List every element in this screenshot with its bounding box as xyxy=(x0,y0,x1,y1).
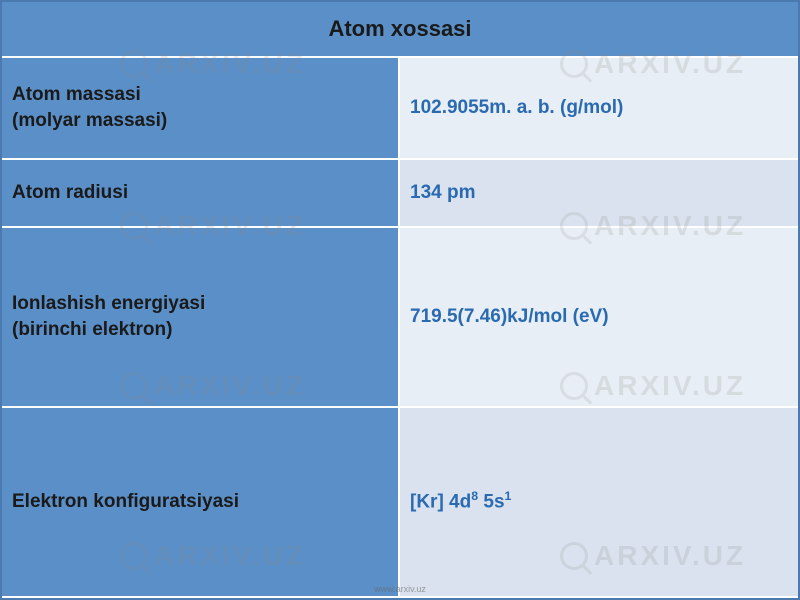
label-line: Elektron konfiguratsiyasi xyxy=(12,491,239,512)
cell-label-electron-config: Elektron konfiguratsiyasi xyxy=(2,408,400,596)
table-row: Elektron konfiguratsiyasi [Kr] 4d8 5s1 xyxy=(2,408,798,596)
footer-url: www.arxiv.uz xyxy=(374,584,426,594)
cell-label-atomic-radius: Atom radiusi xyxy=(2,160,400,226)
value-text: 102.9055m. a. b. (g/mol) xyxy=(410,96,623,121)
table-row: Atom massasi (molyar massasi) 102.9055m.… xyxy=(2,58,798,160)
cell-value-atomic-mass: 102.9055m. a. b. (g/mol) xyxy=(400,58,798,158)
label-line: (molyar massasi) xyxy=(12,110,167,131)
label-line: Atom massasi xyxy=(12,84,141,105)
value-text: [Kr] 4d8 5s1 xyxy=(410,488,511,515)
label-line: Ionlashish energiyasi xyxy=(12,293,205,314)
cell-label-ionization-energy: Ionlashish energiyasi (birinchi elektron… xyxy=(2,228,400,406)
table-header: Atom xossasi xyxy=(2,2,798,58)
label-line: Atom radiusi xyxy=(12,182,128,203)
cell-value-electron-config: [Kr] 4d8 5s1 xyxy=(400,408,798,596)
table-row: Atom radiusi 134 pm xyxy=(2,160,798,228)
cell-value-ionization-energy: 719.5(7.46)kJ/mol (eV) xyxy=(400,228,798,406)
table-row: Ionlashish energiyasi (birinchi elektron… xyxy=(2,228,798,408)
value-text: 134 pm xyxy=(410,181,475,206)
label-line: (birinchi elektron) xyxy=(12,319,172,340)
cell-label-atomic-mass: Atom massasi (molyar massasi) xyxy=(2,58,400,158)
cell-value-atomic-radius: 134 pm xyxy=(400,160,798,226)
value-text: 719.5(7.46)kJ/mol (eV) xyxy=(410,305,609,330)
table-header-text: Atom xossasi xyxy=(328,16,471,42)
properties-table: Atom xossasi Atom massasi (molyar massas… xyxy=(0,0,800,600)
